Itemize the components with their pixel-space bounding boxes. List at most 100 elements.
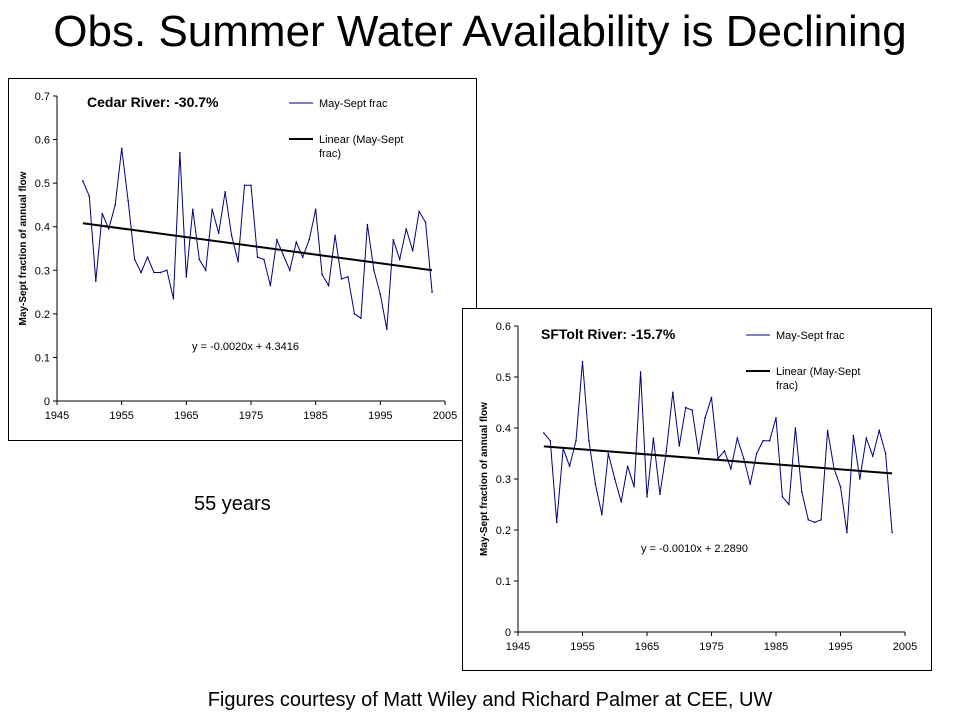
data-point	[282, 254, 285, 256]
years-note: 55 years	[194, 493, 271, 515]
data-point	[697, 452, 700, 455]
data-point	[865, 437, 868, 439]
data-point	[127, 199, 129, 202]
x-tick-label: 1975	[699, 641, 723, 653]
data-point	[846, 531, 848, 534]
data-point	[594, 483, 597, 485]
data-point	[813, 521, 816, 524]
chart-svg: 0 0.1 0.2 0.3 0.4 0.5 0.6 0.7 1945 1955 1965 1975 19…	[18, 91, 457, 422]
data-point	[607, 452, 610, 455]
data-point	[613, 478, 616, 480]
data-point	[839, 485, 842, 488]
legend-label-trend: Linear (May-Sept frac)	[776, 366, 860, 392]
data-point	[256, 256, 259, 259]
data-point	[95, 280, 97, 282]
data-point	[107, 228, 110, 230]
data-point	[334, 234, 336, 237]
x-tick-label: 1965	[635, 641, 659, 653]
x-tick-label: 1965	[174, 410, 198, 422]
data-point	[386, 328, 388, 330]
data-point	[411, 249, 414, 252]
y-tick-label: 0.5	[496, 372, 511, 384]
data-point	[379, 293, 382, 296]
chart-title: Cedar River: -30.7%	[87, 94, 219, 110]
data-point	[859, 478, 861, 480]
y-tick-label: 0	[44, 396, 50, 408]
chart-title: SFTolt River: -15.7%	[541, 326, 676, 342]
data-point	[431, 291, 433, 293]
data-point	[659, 493, 661, 496]
x-tick-label: 1975	[239, 410, 263, 422]
data-point	[549, 439, 552, 442]
data-point	[794, 427, 797, 429]
data-point	[146, 256, 149, 259]
data-point	[166, 269, 168, 272]
data-point	[652, 437, 655, 439]
data-point	[568, 465, 571, 468]
data-point	[159, 271, 162, 274]
x-tick-label: 1955	[109, 410, 133, 422]
data-point	[276, 238, 278, 241]
y-tick-label: 0.5	[35, 178, 50, 190]
data-point	[172, 297, 175, 300]
legend-label-series: May-Sept frac	[319, 98, 388, 110]
data-point	[678, 445, 681, 447]
data-point	[581, 360, 584, 363]
slide-title: Obs. Summer Water Availability is Declin…	[53, 7, 907, 56]
data-point	[768, 439, 771, 442]
data-point	[198, 258, 201, 261]
data-point	[672, 391, 674, 394]
data-point	[88, 195, 91, 198]
x-tick-label: 2005	[433, 410, 457, 422]
trend-line	[82, 222, 433, 272]
data-point	[347, 276, 349, 278]
y-tick-label: 0.2	[496, 525, 511, 537]
data-point	[626, 465, 629, 468]
data-point	[373, 269, 375, 272]
chart-sftolt-river: 0 0.1 0.2 0.3 0.4 0.5 0.6 1945 1955 1965 1975 1985 1…	[462, 308, 932, 671]
data-point	[646, 496, 648, 498]
data-point	[340, 278, 343, 280]
data-point	[884, 452, 887, 455]
data-point	[217, 232, 220, 235]
y-tick-label: 0	[505, 627, 511, 639]
legend-label-trend: Linear (May-Sept frac)	[319, 134, 403, 160]
x-tick-label: 2005	[893, 641, 917, 653]
data-point	[639, 371, 642, 373]
y-tick-label: 0.4	[496, 423, 511, 435]
data-point	[289, 269, 291, 272]
data-point	[179, 151, 181, 154]
x-tick-label: 1985	[303, 410, 327, 422]
data-point	[101, 212, 104, 215]
y-tick-label: 0.2	[35, 309, 50, 321]
y-tick-label: 0.7	[35, 91, 50, 103]
data-point	[781, 496, 784, 498]
data-point	[601, 513, 603, 516]
data-point	[665, 450, 668, 452]
y-tick-label: 0.3	[496, 474, 511, 486]
y-tick-label: 0.6	[496, 321, 511, 333]
data-point	[140, 271, 142, 274]
data-point	[237, 260, 239, 263]
data-point	[204, 269, 207, 272]
data-point	[755, 452, 758, 455]
data-point	[269, 284, 272, 287]
data-point	[295, 241, 298, 243]
data-point	[588, 439, 590, 442]
data-point	[807, 519, 810, 521]
data-point	[366, 223, 369, 226]
data-point	[801, 490, 803, 493]
y-axis-label: May-Sept fraction of annual flow	[18, 171, 29, 325]
data-point	[788, 503, 790, 506]
trend-equation: y = -0.0010x + 2.2890	[641, 543, 748, 555]
data-point	[704, 417, 706, 419]
data-point	[327, 284, 330, 287]
data-point	[620, 501, 622, 503]
data-point	[224, 191, 226, 193]
data-point	[120, 147, 123, 150]
data-point	[710, 396, 713, 399]
x-tick-label: 1955	[570, 641, 594, 653]
y-tick-label: 0.3	[35, 265, 50, 277]
x-tick-label: 1995	[368, 410, 392, 422]
data-point	[250, 184, 252, 187]
